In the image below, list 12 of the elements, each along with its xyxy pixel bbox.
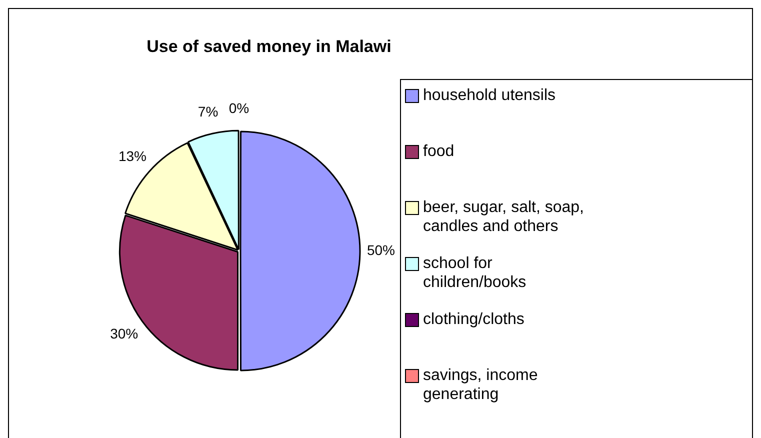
legend-label: clothing/cloths: [423, 310, 524, 329]
text: 0%: [228, 100, 250, 116]
chart-title: Use of saved money in Malawi: [146, 37, 392, 57]
data-label: 50%: [366, 242, 396, 258]
data-label: 7%: [198, 103, 218, 120]
legend-label: household utensils: [423, 86, 556, 105]
legend-label: food: [423, 142, 454, 161]
data-label: 13%: [118, 148, 146, 164]
legend-label: beer, sugar, salt, soap, candles and others: [423, 198, 585, 236]
data-label: 30%: [110, 325, 138, 342]
legend-label: savings, income generating: [423, 366, 539, 404]
legend-label: school for children/books: [423, 254, 528, 292]
